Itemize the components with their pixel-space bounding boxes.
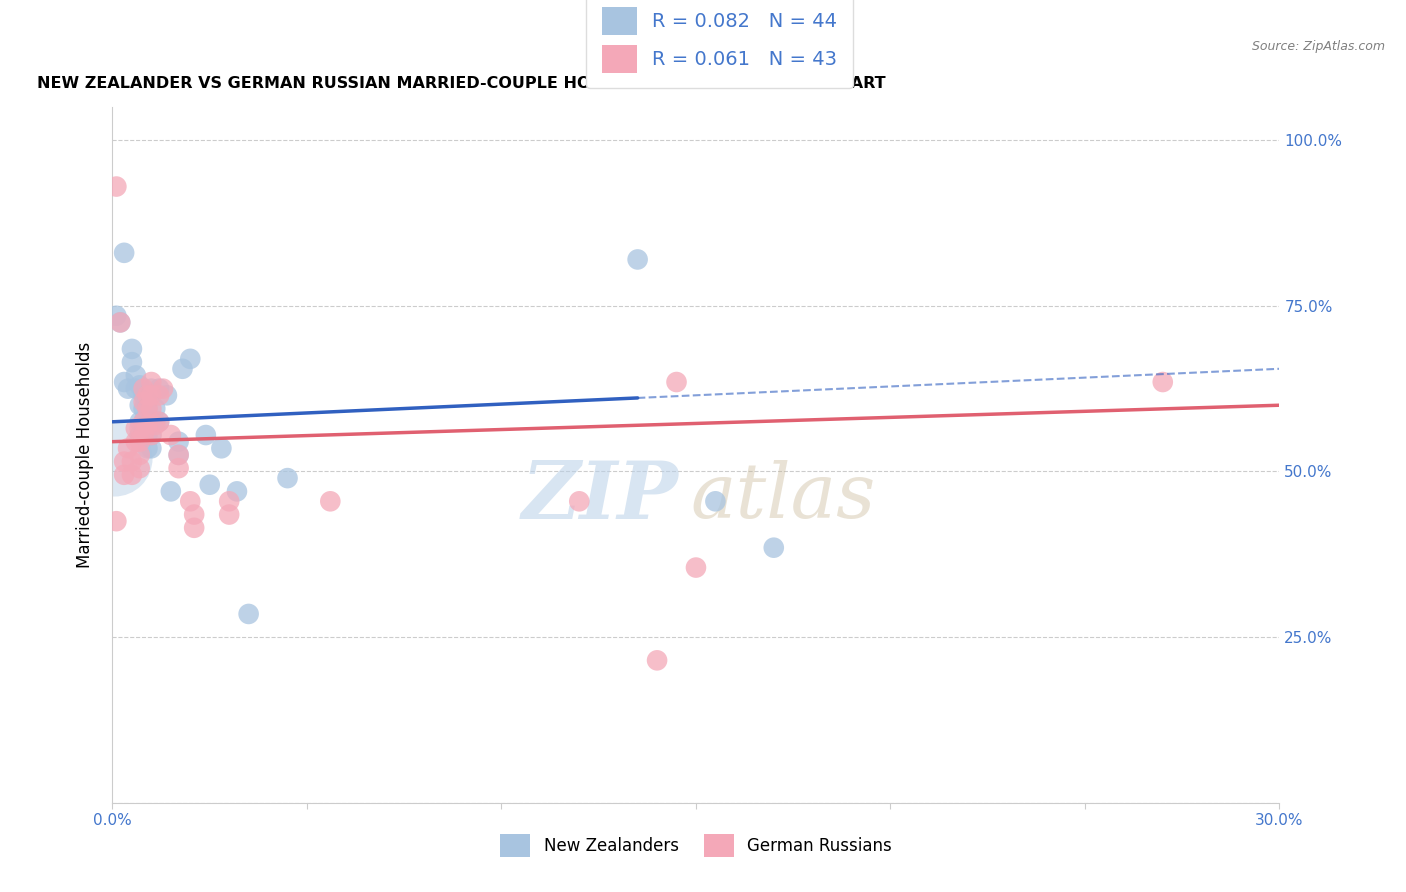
Point xyxy=(105,309,128,323)
Point xyxy=(1152,375,1174,389)
Point xyxy=(685,560,707,574)
Point xyxy=(136,442,159,456)
Point xyxy=(143,418,166,433)
Point xyxy=(141,442,163,456)
Point xyxy=(112,375,135,389)
Point xyxy=(141,401,163,416)
Point xyxy=(112,245,135,260)
Point xyxy=(132,428,155,442)
Point xyxy=(128,448,150,462)
Point xyxy=(183,521,205,535)
Point xyxy=(128,428,150,442)
Point xyxy=(762,541,785,555)
Point xyxy=(141,415,163,429)
Point xyxy=(132,388,155,402)
Point xyxy=(136,428,159,442)
Point xyxy=(132,428,155,442)
Point xyxy=(179,494,201,508)
Point xyxy=(117,382,139,396)
Point xyxy=(156,388,179,402)
Point xyxy=(198,477,221,491)
Point xyxy=(132,401,155,416)
Point xyxy=(152,382,174,396)
Point xyxy=(110,315,132,329)
Point xyxy=(276,471,298,485)
Point xyxy=(141,375,163,389)
Point xyxy=(179,351,201,366)
Point xyxy=(128,415,150,429)
Point xyxy=(172,361,194,376)
Point xyxy=(132,382,155,396)
Point xyxy=(121,467,143,482)
Point xyxy=(125,368,148,383)
Text: Source: ZipAtlas.com: Source: ZipAtlas.com xyxy=(1251,40,1385,54)
Point xyxy=(167,434,190,449)
Point xyxy=(218,494,240,508)
Point xyxy=(194,428,217,442)
Point xyxy=(132,415,155,429)
Point xyxy=(128,378,150,392)
Text: ZIP: ZIP xyxy=(522,458,679,535)
Point xyxy=(103,451,125,466)
Point xyxy=(704,494,727,508)
Text: NEW ZEALANDER VS GERMAN RUSSIAN MARRIED-COUPLE HOUSEHOLDS CORRELATION CHART: NEW ZEALANDER VS GERMAN RUSSIAN MARRIED-… xyxy=(37,76,886,91)
Point xyxy=(136,415,159,429)
Point xyxy=(209,442,232,456)
Point xyxy=(128,434,150,449)
Legend: New Zealanders, German Russians: New Zealanders, German Russians xyxy=(494,827,898,864)
Point xyxy=(183,508,205,522)
Point xyxy=(136,418,159,433)
Point xyxy=(568,494,591,508)
Point xyxy=(148,382,170,396)
Point xyxy=(136,401,159,416)
Point xyxy=(132,395,155,409)
Point xyxy=(238,607,260,621)
Point xyxy=(112,454,135,468)
Y-axis label: Married-couple Households: Married-couple Households xyxy=(76,342,94,568)
Point xyxy=(645,653,668,667)
Point xyxy=(627,252,650,267)
Point xyxy=(121,355,143,369)
Point xyxy=(148,415,170,429)
Point xyxy=(112,467,135,482)
Point xyxy=(105,179,128,194)
Point xyxy=(128,421,150,435)
Point xyxy=(143,415,166,429)
Point xyxy=(125,382,148,396)
Point xyxy=(121,342,143,356)
Point xyxy=(160,484,183,499)
Point xyxy=(160,428,183,442)
Point xyxy=(141,428,163,442)
Point xyxy=(128,398,150,412)
Point xyxy=(226,484,249,499)
Point xyxy=(121,454,143,468)
Point xyxy=(319,494,342,508)
Point xyxy=(136,388,159,402)
Text: atlas: atlas xyxy=(690,459,876,533)
Point xyxy=(167,448,190,462)
Point xyxy=(141,388,163,402)
Point xyxy=(105,514,128,528)
Point xyxy=(125,434,148,449)
Point xyxy=(136,401,159,416)
Point xyxy=(218,508,240,522)
Point xyxy=(148,415,170,429)
Point xyxy=(141,428,163,442)
Point xyxy=(110,315,132,329)
Point xyxy=(141,382,163,396)
Point xyxy=(117,442,139,456)
Point xyxy=(128,461,150,475)
Point xyxy=(143,401,166,416)
Point xyxy=(167,448,190,462)
Point xyxy=(132,415,155,429)
Point xyxy=(148,388,170,402)
Point xyxy=(167,461,190,475)
Point xyxy=(125,421,148,435)
Point xyxy=(665,375,688,389)
